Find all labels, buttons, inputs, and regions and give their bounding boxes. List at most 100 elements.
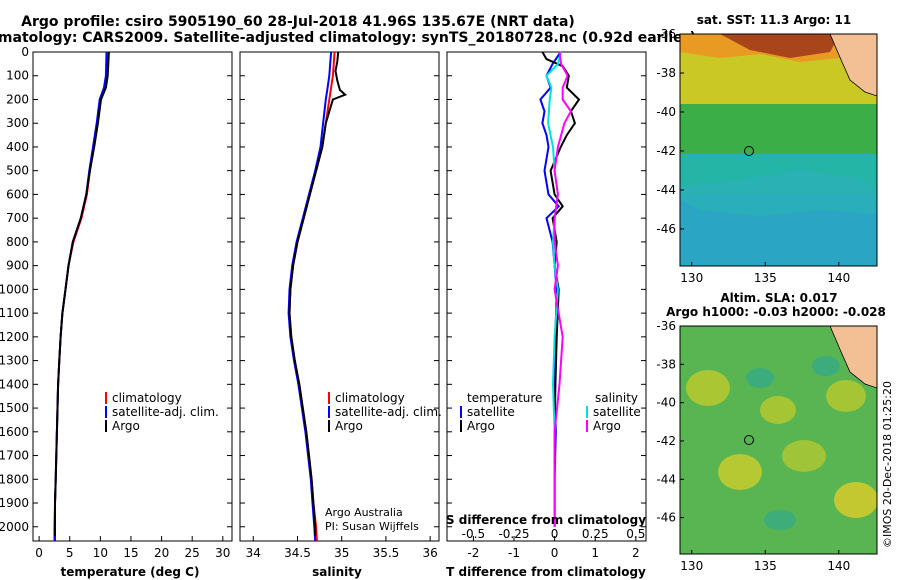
map-lat-label: -46 (656, 511, 676, 525)
title-line-2: Climatology: CARS2009. Satellite-adjuste… (0, 30, 696, 46)
x-top-tick-label: 0 (551, 527, 559, 541)
depth-tick-label: 200 (6, 92, 29, 106)
legend-title-temperature: temperature (467, 391, 542, 405)
depth-tick-label: 1300 (0, 354, 29, 368)
credit-line-1: Argo Australia (325, 506, 403, 519)
coastline-land (829, 326, 877, 389)
sst-patch-cool (680, 170, 877, 216)
map-lat-label: -40 (656, 396, 676, 410)
map-lat-label: -38 (656, 357, 676, 371)
depth-tick-label: 300 (6, 116, 29, 130)
x-tick-label: 0 (551, 546, 559, 560)
depth-tick-label: 500 (6, 164, 29, 178)
temperature-panel (32, 51, 233, 542)
salinity-legend: climatology satellite-adj. clim. Argo (328, 391, 442, 433)
sla-blob-low (764, 510, 796, 530)
legend-label-climatology: climatology (335, 391, 405, 405)
series-line-argo (288, 51, 348, 537)
map-lat-label: -42 (656, 434, 676, 448)
depth-tick-label: 1200 (0, 330, 29, 344)
legend-title-salinity: salinity (595, 391, 638, 405)
x-tick-label: 30 (215, 546, 230, 560)
x-tick-label: -1 (508, 546, 520, 560)
difference-xlabel: T difference from climatology (446, 565, 646, 579)
sst-map-title: sat. SST: 11.3 Argo: 11 (697, 13, 851, 27)
salinity-xlabel: salinity (312, 565, 362, 579)
sst-band-hottest (720, 34, 840, 58)
x-top-tick-label: 0.5 (626, 527, 645, 541)
sla-blob-high (760, 396, 796, 424)
salinity-series (287, 51, 348, 542)
sla-map-title: Altim. SLA: 0.017 (720, 291, 837, 305)
map-lat-label: -42 (656, 144, 676, 158)
difference-xlabel-top: S difference from climatology (446, 513, 646, 527)
sla-heatmap (680, 326, 877, 554)
sla-blob-high (686, 370, 730, 406)
temperature-legend: climatology satellite-adj. clim. Argo (105, 391, 219, 433)
series-line-argo (54, 51, 110, 537)
map-lon-label: 130 (680, 559, 703, 573)
map-axis-ticks: 130 135 140 -36 -38 -40 -42 -44 -46 130 135 140 -36 -… (656, 27, 850, 573)
legend-label-argo: Argo (112, 419, 140, 433)
coastline-land (829, 34, 877, 97)
credit-line-2: PI: Susan Wijffels (325, 520, 419, 533)
map-lon-label: 140 (827, 559, 850, 573)
map-lon-label: 135 (754, 559, 777, 573)
difference-legend-temperature: temperature satellite Argo (460, 391, 542, 433)
depth-tick-label: 900 (6, 259, 29, 273)
sla-map-frame (679, 325, 878, 555)
x-tick-label: 20 (154, 546, 169, 560)
series-line-satellite-adj-clim- (54, 51, 108, 541)
depth-tick-label: 1900 (0, 496, 29, 510)
depth-tick-label: 800 (6, 235, 29, 249)
sla-blob-low (746, 368, 774, 388)
legend-label-sal-satellite: satellite (593, 405, 641, 419)
sst-heatmap (680, 34, 877, 266)
difference-panel (446, 51, 647, 542)
map-lat-label: -36 (656, 319, 676, 333)
x-top-tick-label: -0.25 (498, 527, 529, 541)
depth-tick-label: 600 (6, 187, 29, 201)
x-top-tick-label: 0.25 (582, 527, 609, 541)
depth-tick-label: 1000 (0, 282, 29, 296)
sla-blob-high (782, 440, 826, 472)
x-tick-label: 5 (66, 546, 74, 560)
x-tick-label: 35 (334, 546, 349, 560)
map-lat-label: -38 (656, 66, 676, 80)
sla-blob-high (834, 482, 877, 518)
sla-blob-high (718, 454, 762, 490)
depth-tick-label: 1800 (0, 472, 29, 486)
difference-legend-salinity: salinity satellite Argo (586, 391, 641, 433)
legend-label-argo: Argo (335, 419, 363, 433)
legend-label-sal-argo: Argo (593, 419, 621, 433)
argo-location-marker (744, 435, 754, 445)
map-lat-label: -40 (656, 105, 676, 119)
depth-tick-label: 1600 (0, 425, 29, 439)
depth-tick-label: 1500 (0, 401, 29, 415)
title-line-1: Argo profile: csiro 5905190_60 28-Jul-20… (21, 14, 575, 30)
series-line-climatology (53, 51, 109, 541)
sla-blob-low (812, 356, 840, 376)
x-tick-label: 34.5 (284, 546, 311, 560)
map-lon-label: 140 (827, 271, 850, 285)
series-line-salinity-argo (553, 51, 573, 527)
temperature-xlabel: temperature (deg C) (61, 565, 200, 579)
depth-tick-label: 400 (6, 140, 29, 154)
temperature-series (53, 51, 110, 541)
sla-map-subtitle: Argo h1000: -0.03 h2000: -0.028 (666, 305, 886, 319)
depth-tick-label: 100 (6, 69, 29, 83)
x-tick-label: 0 (35, 546, 43, 560)
depth-tick-label: 700 (6, 211, 29, 225)
series-line-temperature-argo (541, 51, 581, 527)
x-tick-label: 34 (246, 546, 261, 560)
depth-tick-label: 0 (21, 45, 29, 59)
sst-map-frame (679, 33, 878, 267)
depth-tick-label: 1700 (0, 449, 29, 463)
map-lat-label: -36 (656, 27, 676, 41)
salinity-panel (239, 51, 440, 542)
legend-label-temp-satellite: satellite (467, 405, 515, 419)
x-tick-label: 25 (185, 546, 200, 560)
argo-location-marker (744, 146, 754, 156)
x-tick-label: -2 (467, 546, 479, 560)
